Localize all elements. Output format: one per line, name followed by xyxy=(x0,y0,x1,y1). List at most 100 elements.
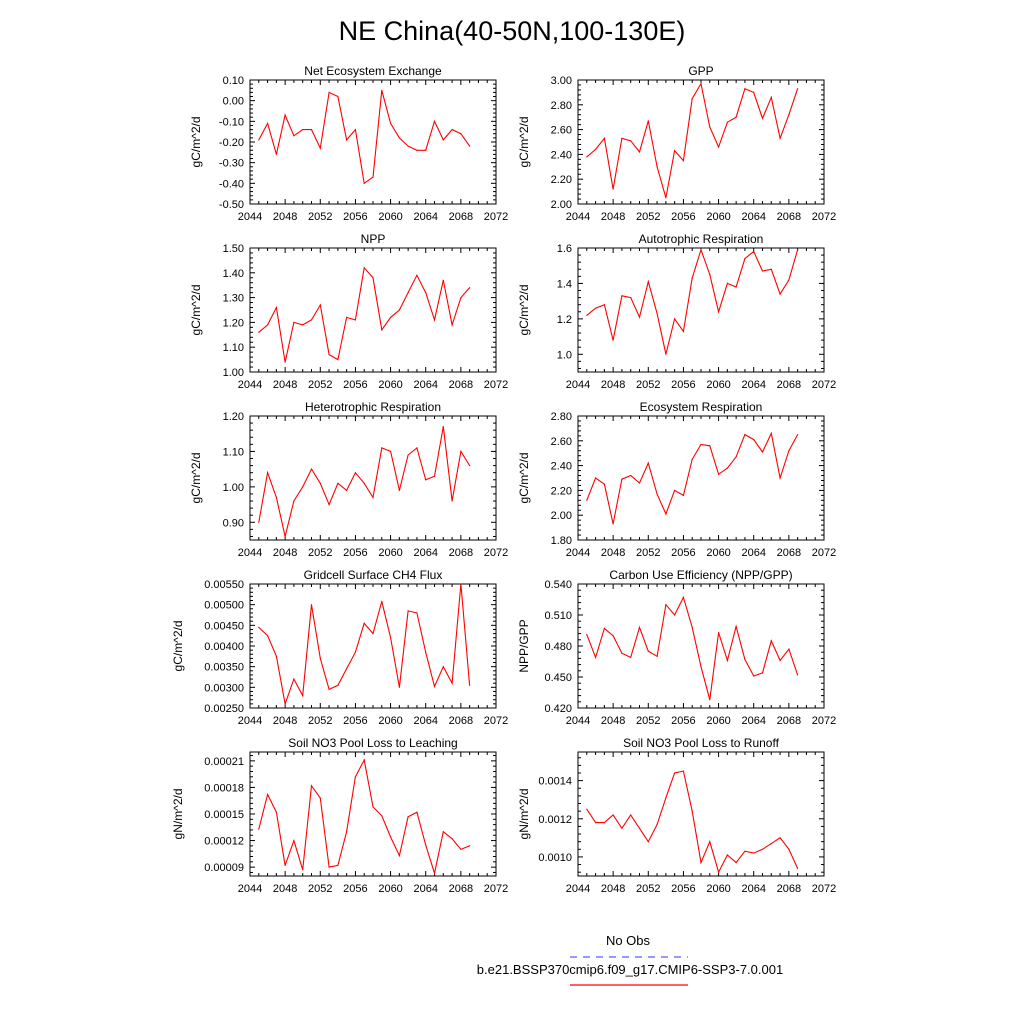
y-tick-label: 1.6 xyxy=(557,243,572,255)
data-point xyxy=(630,656,632,659)
data-point xyxy=(398,137,400,139)
data-point xyxy=(656,655,658,657)
data-point xyxy=(302,129,304,131)
data-point xyxy=(709,445,711,447)
plot-frame xyxy=(577,79,825,205)
data-point xyxy=(328,866,330,868)
x-tick-label: 2052 xyxy=(308,547,332,559)
x-tick-label: 2048 xyxy=(601,379,625,391)
data-point xyxy=(595,822,597,824)
x-tick-label: 2048 xyxy=(601,715,625,727)
data-point xyxy=(797,88,799,90)
data-point xyxy=(761,672,764,674)
data-point xyxy=(328,354,330,356)
data-point xyxy=(310,319,313,321)
data-point xyxy=(398,309,400,311)
data-point xyxy=(682,330,685,332)
x-tick-label: 2056 xyxy=(343,715,367,727)
data-point xyxy=(460,450,462,452)
data-point xyxy=(761,451,764,453)
panel-title: Ecosystem Respiration xyxy=(640,400,763,414)
data-point xyxy=(258,331,260,333)
y-tick-label: 2.00 xyxy=(551,510,572,522)
y-tick-label: 1.30 xyxy=(223,293,244,305)
data-point xyxy=(665,604,667,606)
data-point xyxy=(346,831,348,833)
x-tick-label: 2072 xyxy=(812,715,836,727)
x-tick-label: 2044 xyxy=(566,715,590,727)
y-tick-label: 0.00450 xyxy=(204,620,244,632)
data-point xyxy=(718,632,720,634)
data-point xyxy=(258,828,260,830)
data-point xyxy=(788,848,790,850)
y-axis-label: gC/m^2/d xyxy=(189,117,203,168)
data-point xyxy=(293,500,295,502)
data-point xyxy=(735,286,737,288)
data-point xyxy=(621,478,623,480)
data-point xyxy=(416,149,418,151)
panel-7: Gridcell Surface CH4 Flux gC/m^2/d 2044 204… xyxy=(171,568,508,727)
data-point xyxy=(398,686,400,688)
data-point xyxy=(700,249,702,251)
data-point xyxy=(442,831,444,833)
panel-title: NPP xyxy=(361,232,386,246)
data-point xyxy=(744,258,746,260)
data-point xyxy=(700,83,702,85)
data-point xyxy=(328,91,330,93)
y-tick-label: 0.00 xyxy=(223,96,244,108)
data-point xyxy=(638,626,641,629)
y-tick-label: 0.00500 xyxy=(204,600,244,612)
y-tick-label: 0.90 xyxy=(223,517,244,529)
x-tick-label: 2044 xyxy=(238,379,262,391)
data-point xyxy=(451,324,453,326)
x-tick-label: 2072 xyxy=(484,547,508,559)
data-point xyxy=(433,475,436,477)
data-point xyxy=(460,133,462,135)
data-point xyxy=(390,637,392,639)
data-point xyxy=(718,473,720,475)
data-point xyxy=(753,675,755,677)
data-point xyxy=(595,148,597,150)
data-point xyxy=(744,88,746,90)
y-tick-label: 0.420 xyxy=(544,703,572,715)
data-point xyxy=(302,324,304,326)
data-point xyxy=(372,496,374,499)
x-tick-label: 2068 xyxy=(777,547,801,559)
data-point xyxy=(442,666,444,668)
data-point xyxy=(381,89,383,91)
data-point xyxy=(647,650,649,652)
data-point xyxy=(744,434,746,436)
figure-title: NE China(40-50N,100-130E) xyxy=(339,16,686,46)
data-point xyxy=(363,759,365,761)
data-point xyxy=(779,137,781,139)
data-point xyxy=(665,797,667,799)
panel-8: Carbon Use Efficiency (NPP/GPP) NPP/GPP 20… xyxy=(517,568,836,727)
x-tick-label: 2048 xyxy=(273,211,297,223)
data-point xyxy=(328,504,330,506)
x-tick-label: 2064 xyxy=(741,715,765,727)
data-point xyxy=(753,91,755,93)
data-point xyxy=(700,862,702,864)
data-point xyxy=(586,156,588,158)
y-tick-label: 0.00350 xyxy=(204,662,244,674)
y-tick-label: 2.00 xyxy=(551,199,572,211)
data-point xyxy=(674,772,676,774)
data-point xyxy=(354,776,356,778)
panel-title: GPP xyxy=(688,64,713,78)
y-tick-label: 3.00 xyxy=(551,75,572,87)
data-point xyxy=(647,462,649,464)
x-tick-label: 2072 xyxy=(484,883,508,895)
x-tick-label: 2068 xyxy=(449,715,473,727)
data-point xyxy=(319,304,321,306)
data-point xyxy=(267,472,269,474)
data-point xyxy=(797,867,799,870)
data-point xyxy=(469,145,471,147)
y-axis-label: gC/m^2/d xyxy=(189,453,203,504)
y-tick-label: 2.40 xyxy=(551,461,572,473)
data-point xyxy=(595,307,597,309)
y-tick-label: -0.10 xyxy=(219,116,244,128)
plot-frame xyxy=(577,415,825,541)
data-point xyxy=(390,450,392,452)
data-point xyxy=(451,500,453,502)
